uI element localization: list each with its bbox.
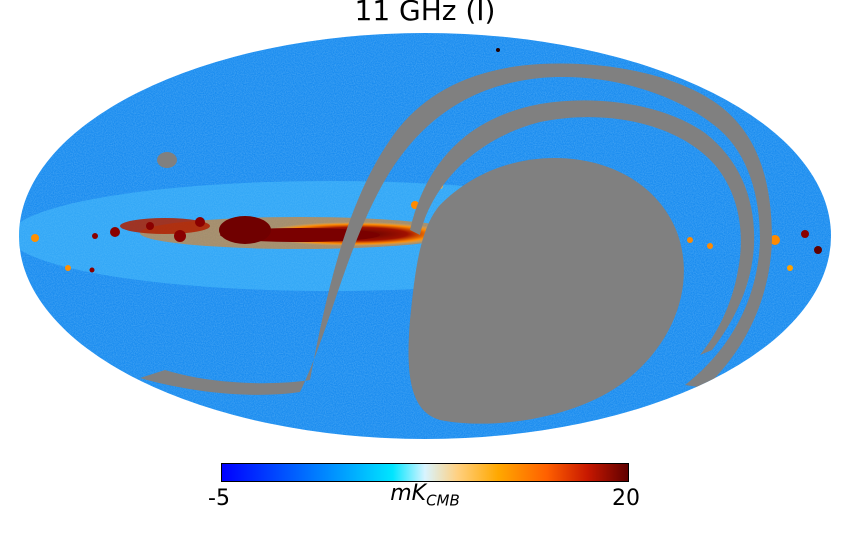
unit-subscript: CMB (426, 491, 460, 510)
mask-large-blob (408, 158, 684, 424)
galactic-source-cluster (219, 216, 271, 244)
colorbar (221, 463, 629, 482)
map-title: 11 GHz (I) (354, 0, 496, 27)
colorbar-min-label: -5 (208, 486, 230, 511)
point-sources (31, 48, 822, 273)
unit-main: mK (390, 481, 427, 506)
mollweide-sky-map (19, 33, 831, 439)
galactic-plane-left (120, 218, 210, 234)
colorbar-unit: mKCMB (0, 481, 850, 509)
mask-strip-inner (410, 100, 755, 356)
colorbar-max-label: 20 (612, 486, 640, 511)
mask-small-patch (157, 152, 177, 168)
mask-regions (140, 63, 772, 424)
